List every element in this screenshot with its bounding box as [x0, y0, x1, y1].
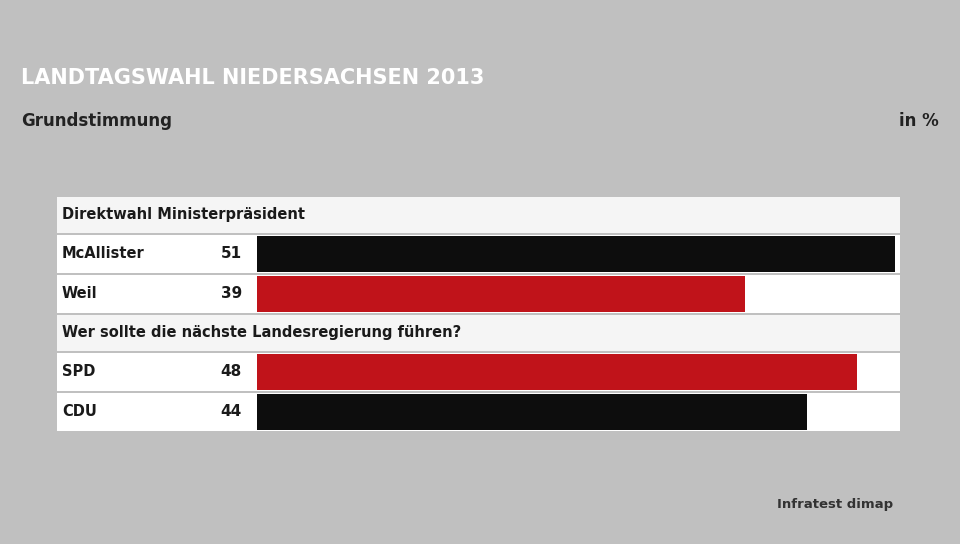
- Text: LANDTAGSWAHL NIEDERSACHSEN 2013: LANDTAGSWAHL NIEDERSACHSEN 2013: [21, 69, 485, 89]
- Text: Infratest dimap: Infratest dimap: [777, 498, 893, 511]
- Text: CDU: CDU: [62, 405, 97, 419]
- Text: Grundstimmung: Grundstimmung: [21, 112, 172, 130]
- Bar: [57, 393, 900, 431]
- Text: 51: 51: [221, 246, 242, 262]
- Bar: [57, 315, 900, 351]
- Text: Wer sollte die nächste Landesregierung führen?: Wer sollte die nächste Landesregierung f…: [62, 325, 461, 341]
- Text: 44: 44: [221, 405, 242, 419]
- Bar: [257, 276, 745, 312]
- Text: Direktwahl Ministerpräsident: Direktwahl Ministerpräsident: [62, 207, 305, 222]
- Text: 48: 48: [221, 364, 242, 380]
- Bar: [257, 394, 807, 430]
- Text: in %: in %: [900, 112, 939, 130]
- Bar: [257, 236, 895, 272]
- Text: SPD: SPD: [62, 364, 95, 380]
- Bar: [57, 275, 900, 313]
- Text: McAllister: McAllister: [62, 246, 145, 262]
- Text: 39: 39: [221, 287, 242, 301]
- Bar: [57, 235, 900, 273]
- Bar: [257, 354, 857, 390]
- Bar: [57, 353, 900, 391]
- Bar: [57, 197, 900, 233]
- Text: Weil: Weil: [62, 287, 98, 301]
